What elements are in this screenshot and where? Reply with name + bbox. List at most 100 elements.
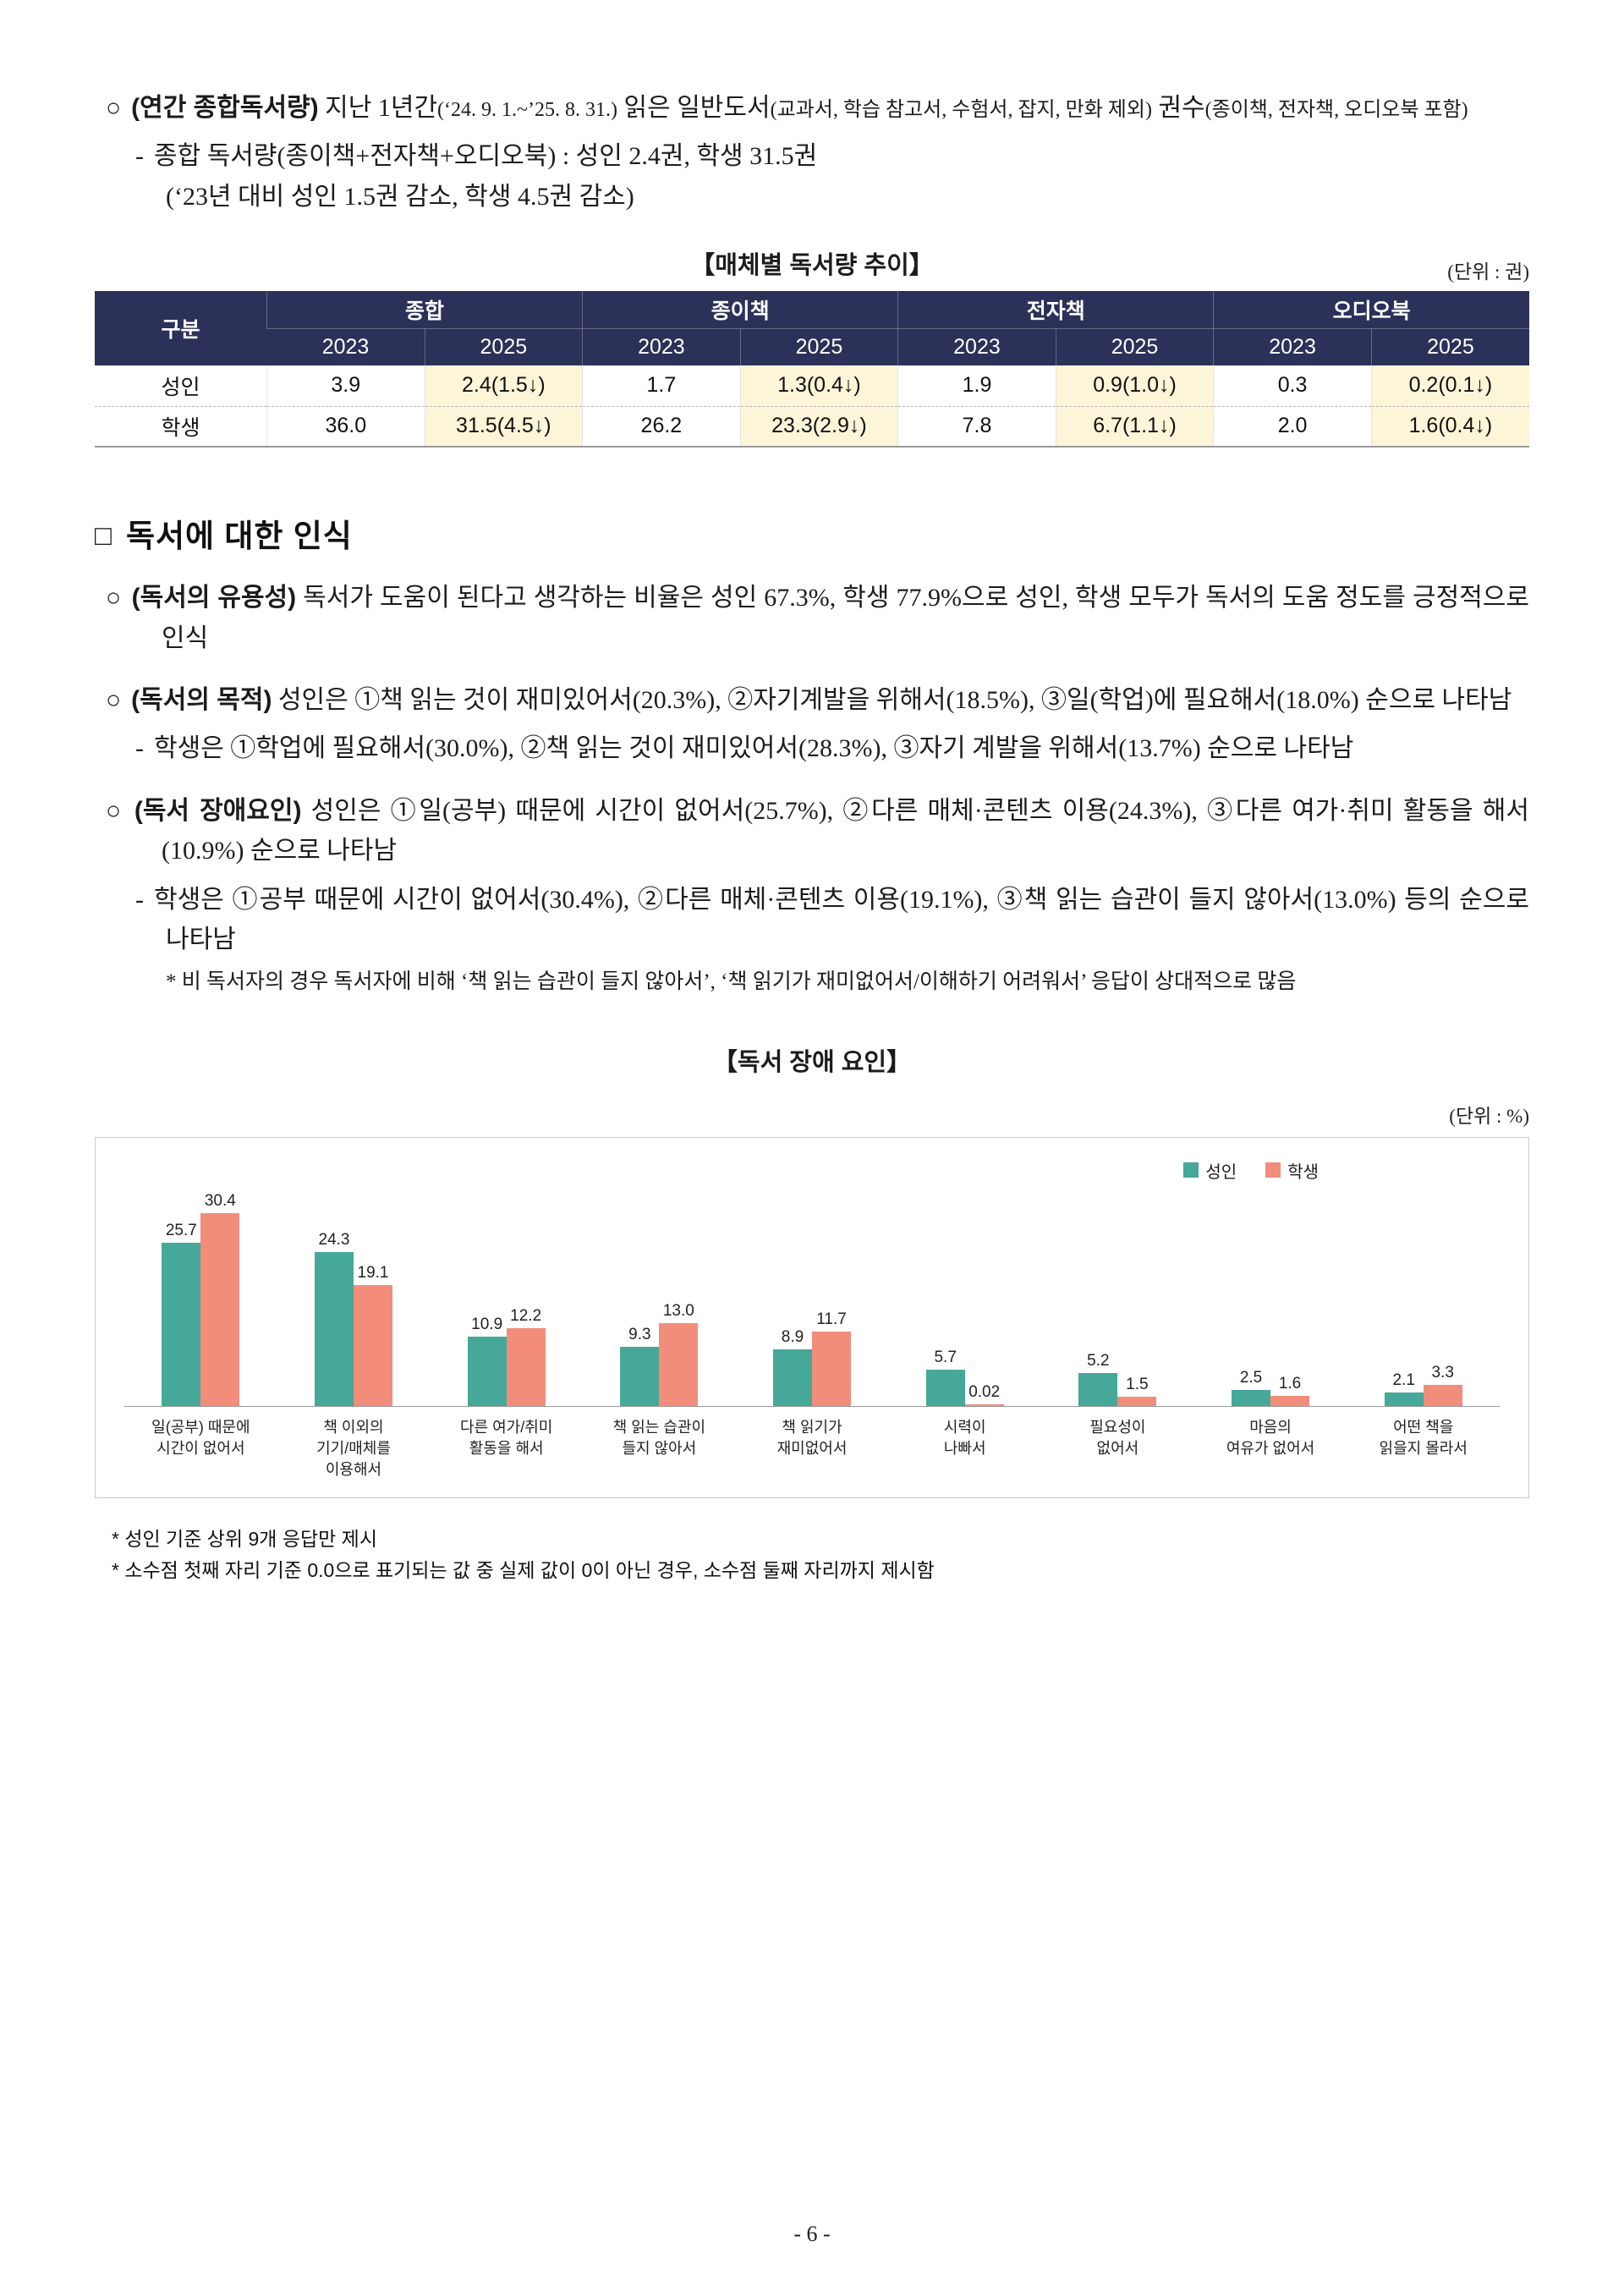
bar-group: 9.3 13.0	[583, 1302, 736, 1406]
table-cell: 7.8	[897, 406, 1056, 448]
obstacles-bar-chart: 성인 학생 25.7 30.4 24.3 19.1 10.9 12.2 9.3 13.0 8.9…	[95, 1136, 1529, 1499]
bar-column: 13.0	[659, 1302, 699, 1406]
note-text: * 비 독서자의 경우 독서자에 비해 ‘책 읽는 습관이 들지 않아서’, ‘…	[166, 970, 1297, 994]
bar-value-label: 24.3	[318, 1230, 350, 1249]
chart-title: 【독서 장애 요인】	[712, 1048, 912, 1076]
year-header: 2023	[1213, 327, 1372, 366]
bullet-lead: (독서의 유용성)	[131, 584, 297, 612]
footnotes: * 성인 기준 상위 9개 응답만 제시 * 소수점 첫째 자리 기준 0.0으…	[112, 1524, 1529, 1586]
bullet-marker: ○	[106, 796, 124, 825]
bar-value-label: 12.2	[510, 1307, 542, 1326]
bar-column: 19.1	[354, 1264, 392, 1406]
table-header-gubun: 구분	[95, 291, 267, 366]
category-label: 책 이외의 기기/매체를 이용해서	[316, 1418, 391, 1479]
bullet-lead: (독서 장애요인)	[134, 796, 302, 825]
row-label-adult: 성인	[95, 365, 267, 407]
bar-adult	[467, 1337, 507, 1406]
table-group-header-row: 구분 종합 종이책 전자책 오디오북	[95, 291, 1529, 366]
bar-column: 1.5	[1117, 1376, 1157, 1406]
bar-adult	[1384, 1392, 1424, 1406]
sub-text: 학생은 ①학업에 필요해서(30.0%), ②책 읽는 것이 재미있어서(28.…	[154, 734, 1354, 763]
table-cell-highlight: 31.5(4.5↓)	[424, 406, 583, 448]
bar-column: 0.02	[964, 1383, 1004, 1406]
intro-bullet: ○ (연간 종합독서량) 지난 1년간(‘24. 9. 1.~’25. 8. 31…	[106, 88, 1529, 128]
intro-small-2: (교과서, 학습 참고서, 수험서, 잡지, 만화 제외)	[770, 99, 1152, 121]
bar-value-label: 2.1	[1392, 1371, 1415, 1390]
bar-column: 2.1	[1384, 1371, 1424, 1406]
table-cell-highlight: 6.7(1.1↓)	[1055, 406, 1214, 448]
bullet-purpose-sub: - 학생은 ①학업에 필요해서(30.0%), ②책 읽는 것이 재미있어서(28…	[135, 728, 1529, 768]
category-label: 시력이 나빠서	[943, 1418, 986, 1457]
category-label: 어떤 책을 읽을지 몰라서	[1379, 1418, 1468, 1457]
table-cell: 36.0	[266, 406, 425, 448]
category-label: 책 읽는 습관이 들지 않아서	[612, 1418, 706, 1457]
bullet-text: 독서가 도움이 된다고 생각하는 비율은 성인 67.3%, 학생 77.9%으…	[162, 584, 1530, 652]
bar-group: 5.2 1.5	[1041, 1352, 1194, 1406]
bar-column: 5.2	[1078, 1351, 1118, 1406]
table-cell: 0.3	[1213, 365, 1372, 407]
table-cell-highlight: 1.6(0.4↓)	[1370, 406, 1529, 448]
intro-text-3: 권수	[1151, 94, 1205, 122]
dash-marker: -	[135, 885, 144, 914]
dash-marker: -	[135, 734, 144, 763]
bar-value-label: 1.6	[1278, 1374, 1302, 1392]
legend-label-adult: 성인	[1205, 1162, 1237, 1182]
bar-column: 5.7	[925, 1348, 965, 1406]
section-square-marker: □	[95, 519, 112, 552]
bar-column: 1.6	[1270, 1374, 1310, 1406]
bar-column: 2.5	[1232, 1369, 1271, 1406]
bar-column: 9.3	[620, 1326, 660, 1406]
bar-value-label: 25.7	[165, 1222, 197, 1240]
dash-marker: -	[135, 142, 144, 171]
table-unit: (단위 : 권)	[1447, 261, 1529, 283]
bar-value-label: 9.3	[628, 1326, 651, 1344]
bar-student	[1117, 1396, 1157, 1406]
legend-swatch-adult	[1183, 1162, 1199, 1178]
table-cell: 1.7	[582, 365, 741, 407]
bar-column: 30.4	[200, 1191, 240, 1406]
bullet-obstacles-note: * 비 독서자의 경우 독서자에 비해 ‘책 읽는 습관이 들지 않아서’, ‘…	[166, 966, 1529, 998]
intro-small-1: (‘24. 9. 1.~’25. 8. 31.)	[437, 99, 617, 121]
bullet-purpose: ○ (독서의 목적) 성인은 ①책 읽는 것이 재미있어서(20.3%), ②자기…	[106, 680, 1529, 720]
bar-value-label: 30.4	[204, 1191, 236, 1210]
intro-small-3: (종이책, 전자책, 오디오북 포함)	[1204, 99, 1468, 121]
bar-column: 25.7	[162, 1222, 201, 1406]
intro-sub-line1: 종합 독서량(종이책+전자책+오디오북) : 성인 2.4권, 학생 31.5권	[154, 142, 818, 171]
bar-group: 5.7 0.02	[888, 1348, 1041, 1406]
chart-plot: 25.7 30.4 24.3 19.1 10.9 12.2 9.3 13.0 8.9 11.7 5.…	[124, 1185, 1500, 1407]
year-header: 2025	[739, 327, 898, 366]
bar-value-label: 5.7	[934, 1348, 957, 1367]
intro-sub-line2: (‘23년 대비 성인 1.5권 감소, 학생 4.5권 감소)	[166, 182, 634, 211]
bullet-usefulness: ○ (독서의 유용성) 독서가 도움이 된다고 생각하는 비율은 성인 67.3%…	[106, 578, 1529, 658]
bar-column: 24.3	[315, 1231, 354, 1406]
chart-categories: 일(공부) 때문에 시간이 없어서 책 이외의 기기/매체를 이용해서 다른 여가/…	[124, 1407, 1500, 1481]
year-header: 2023	[897, 327, 1056, 366]
bullet-text: 성인은 ①일(공부) 때문에 시간이 없어서(25.7%), ②다른 매체·콘텐…	[162, 796, 1529, 865]
table-cell: 3.9	[266, 365, 425, 407]
bar-value-label: 0.02	[968, 1383, 1001, 1402]
bar-adult	[1232, 1390, 1271, 1406]
bar-value-label: 10.9	[471, 1316, 503, 1334]
category-label: 필요성이 없어서	[1089, 1418, 1146, 1457]
bar-value-label: 8.9	[781, 1328, 804, 1347]
bullet-marker: ○	[106, 584, 122, 612]
bar-column: 8.9	[773, 1328, 813, 1406]
bar-group: 8.9 11.7	[736, 1310, 889, 1406]
year-header: 2025	[424, 327, 583, 366]
intro-text-1: 지난 1년간	[318, 94, 438, 122]
bar-student	[354, 1284, 392, 1406]
intro-lead: (연간 종합독서량)	[131, 94, 319, 122]
table-group-overall: 종합	[266, 291, 583, 329]
table-cell-highlight: 0.2(0.1↓)	[1370, 365, 1529, 407]
bar-value-label: 3.3	[1431, 1364, 1454, 1382]
table-cell-highlight: 0.9(1.0↓)	[1055, 365, 1214, 407]
chart-legend: 성인 학생	[1183, 1158, 1319, 1183]
bar-column: 10.9	[467, 1316, 507, 1406]
legend-item-adult: 성인	[1183, 1158, 1237, 1183]
section-title: □ 독서에 대한 인식	[95, 510, 1529, 556]
bar-value-label: 13.0	[662, 1302, 694, 1321]
bullet-marker: ○	[106, 685, 122, 714]
year-header: 2025	[1055, 327, 1214, 366]
bar-value-label: 5.2	[1087, 1351, 1110, 1370]
